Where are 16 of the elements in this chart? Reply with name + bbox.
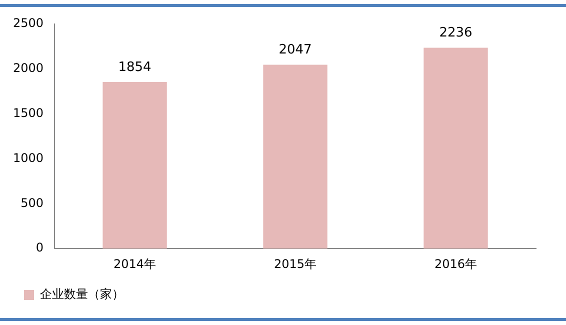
data-label: 2236 [439, 26, 472, 41]
x-tick-label: 2014年 [114, 256, 156, 271]
bar [102, 82, 167, 249]
bar [424, 48, 488, 249]
legend-label: 企业数量（家） [40, 287, 124, 302]
y-tick-label: 500 [20, 196, 44, 210]
y-tick-label: 1500 [12, 106, 44, 120]
bar [263, 64, 328, 249]
y-tick-label: 2500 [12, 16, 44, 30]
data-label: 1854 [118, 60, 152, 75]
x-tick-label: 2016年 [434, 256, 478, 271]
x-tick-label: 2015年 [274, 256, 317, 271]
y-tick-label: 2000 [12, 61, 44, 76]
y-tick-label: 1000 [12, 150, 44, 165]
y-tick-label: 0 [36, 240, 44, 255]
data-label: 2047 [278, 42, 312, 58]
